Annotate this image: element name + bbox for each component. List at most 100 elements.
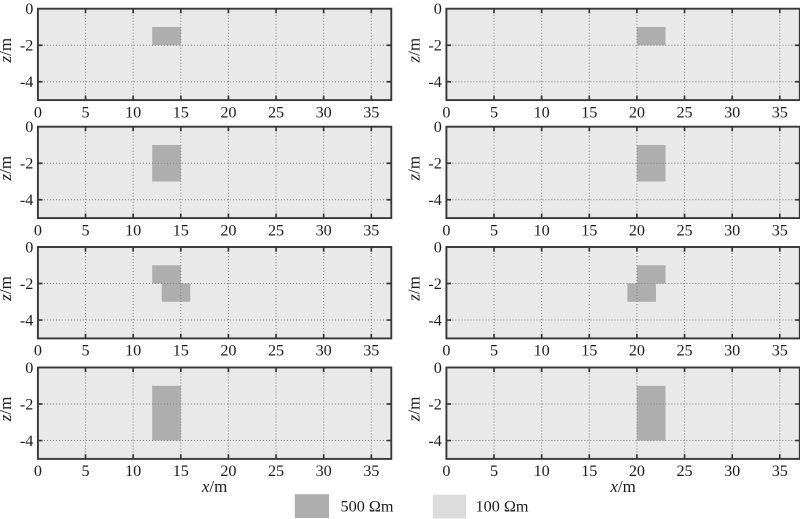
svg-text:-4: -4 [428,312,441,330]
svg-text:35: 35 [772,103,788,121]
svg-text:30: 30 [724,462,740,480]
svg-text:15: 15 [173,221,189,239]
svg-text:20: 20 [629,462,645,480]
svg-text:25: 25 [676,221,692,239]
svg-text:x/m: x/m [609,477,636,496]
svg-text:30: 30 [724,103,740,121]
svg-text:-2: -2 [428,275,441,293]
svg-text:-4: -4 [20,191,33,209]
svg-text:30: 30 [724,221,740,239]
svg-text:0: 0 [434,0,442,18]
svg-text:100 Ωm: 100 Ωm [476,498,529,516]
svg-text:30: 30 [316,221,332,239]
svg-text:20: 20 [629,342,645,360]
svg-text:35: 35 [363,462,379,480]
svg-text:25: 25 [676,342,692,360]
svg-text:-2: -2 [20,37,33,55]
svg-text:30: 30 [316,103,332,121]
svg-text:30: 30 [316,462,332,480]
svg-text:10: 10 [125,462,141,480]
svg-text:z/m: z/m [0,276,15,302]
svg-text:z/m: z/m [0,38,15,64]
svg-text:0: 0 [25,359,33,377]
svg-text:0: 0 [25,0,33,18]
svg-text:5: 5 [81,462,89,480]
svg-text:-2: -2 [428,155,441,173]
svg-text:10: 10 [534,103,550,121]
svg-text:x/m: x/m [201,477,228,496]
svg-text:-4: -4 [20,73,33,91]
svg-text:15: 15 [173,103,189,121]
svg-text:0: 0 [25,118,33,136]
svg-text:z/m: z/m [0,156,15,182]
svg-text:0: 0 [34,342,42,360]
svg-text:0: 0 [34,462,42,480]
svg-text:35: 35 [363,103,379,121]
svg-text:10: 10 [125,221,141,239]
svg-text:z/m: z/m [404,276,423,302]
svg-text:20: 20 [220,462,236,480]
svg-text:-2: -2 [20,155,33,173]
svg-text:15: 15 [581,462,597,480]
svg-text:500 Ωm: 500 Ωm [341,498,394,516]
svg-text:25: 25 [268,103,284,121]
svg-text:5: 5 [490,342,498,360]
svg-text:0: 0 [442,103,450,121]
svg-text:z/m: z/m [404,156,423,182]
svg-text:30: 30 [316,342,332,360]
svg-text:35: 35 [363,342,379,360]
svg-text:20: 20 [220,342,236,360]
svg-text:35: 35 [363,221,379,239]
svg-text:10: 10 [125,342,141,360]
svg-text:0: 0 [434,118,442,136]
svg-text:20: 20 [220,103,236,121]
svg-text:15: 15 [581,221,597,239]
svg-text:25: 25 [268,462,284,480]
svg-text:0: 0 [442,342,450,360]
svg-text:15: 15 [581,103,597,121]
svg-text:15: 15 [173,462,189,480]
svg-text:25: 25 [676,103,692,121]
svg-text:-2: -2 [20,275,33,293]
svg-text:0: 0 [442,462,450,480]
svg-text:10: 10 [534,221,550,239]
svg-text:10: 10 [534,462,550,480]
svg-text:0: 0 [34,221,42,239]
svg-text:-4: -4 [20,312,33,330]
svg-text:15: 15 [173,342,189,360]
svg-text:5: 5 [490,221,498,239]
svg-text:z/m: z/m [404,38,423,64]
svg-text:-2: -2 [20,396,33,414]
svg-text:0: 0 [25,239,33,257]
svg-text:-4: -4 [428,73,441,91]
svg-text:-4: -4 [428,432,441,450]
svg-text:20: 20 [220,221,236,239]
svg-text:5: 5 [81,103,89,121]
svg-text:20: 20 [629,221,645,239]
svg-text:5: 5 [81,221,89,239]
svg-text:5: 5 [490,462,498,480]
svg-text:35: 35 [772,462,788,480]
svg-text:0: 0 [434,239,442,257]
svg-text:-4: -4 [428,191,441,209]
svg-text:25: 25 [268,342,284,360]
svg-text:-2: -2 [428,396,441,414]
svg-text:35: 35 [772,221,788,239]
svg-text:0: 0 [34,103,42,121]
svg-text:z/m: z/m [0,397,15,423]
svg-text:-4: -4 [20,432,33,450]
svg-text:0: 0 [442,221,450,239]
svg-text:20: 20 [629,103,645,121]
svg-text:15: 15 [581,342,597,360]
svg-text:35: 35 [772,342,788,360]
svg-text:30: 30 [724,342,740,360]
svg-text:10: 10 [534,342,550,360]
svg-text:25: 25 [676,462,692,480]
svg-text:-2: -2 [428,37,441,55]
svg-text:5: 5 [81,342,89,360]
svg-text:10: 10 [125,103,141,121]
svg-text:5: 5 [490,103,498,121]
svg-text:25: 25 [268,221,284,239]
svg-text:0: 0 [434,359,442,377]
svg-text:z/m: z/m [404,397,423,423]
